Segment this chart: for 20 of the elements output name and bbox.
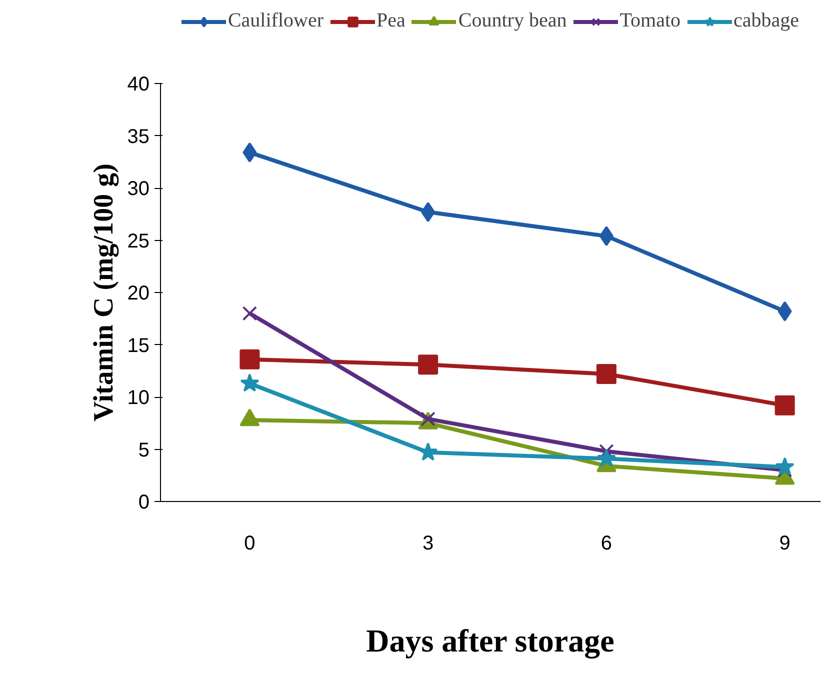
legend-label: Pea [376, 10, 406, 32]
legend-label: Country bean [458, 10, 567, 32]
y-tick-label: 15 [127, 334, 150, 357]
y-tick-label: 20 [127, 282, 150, 304]
y-tick-label: 5 [138, 439, 150, 462]
x-axis-title: Days after storage [366, 622, 614, 660]
y-tick-label: 25 [127, 230, 150, 252]
legend-label: Tomato [620, 10, 681, 32]
x-tick-label: 9 [779, 532, 790, 554]
legend-label: Cauliflower [228, 10, 324, 32]
legend-label: cabbage [734, 10, 800, 32]
x-tick-label: 0 [244, 532, 256, 554]
y-tick-label: 0 [138, 492, 150, 514]
y-tick-label: 10 [127, 387, 150, 409]
x-tick-label: 6 [600, 532, 612, 554]
y-tick-label: 40 [127, 74, 150, 96]
x-tick-label: 3 [422, 532, 434, 554]
y-axis-title: Vitamin C (mg/100 g) [88, 164, 120, 422]
y-tick-label: 35 [127, 126, 150, 148]
y-tick-label: 30 [127, 178, 150, 200]
